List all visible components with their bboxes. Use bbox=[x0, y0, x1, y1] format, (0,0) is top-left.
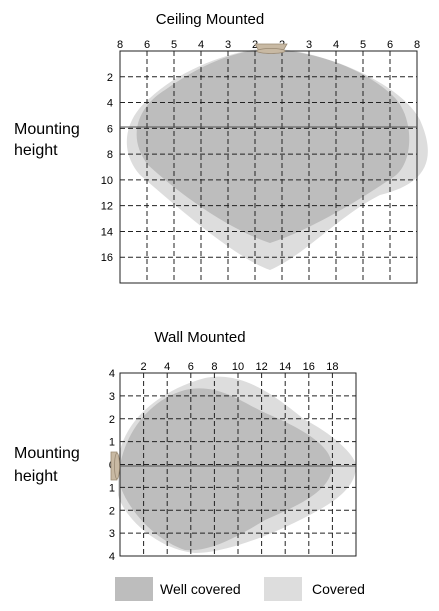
ceiling-sensor-icon bbox=[254, 43, 288, 54]
wall-top-tick-labels: 2 4 6 8 10 12 14 16 18 bbox=[141, 361, 339, 373]
left-tick-label: 4 bbox=[109, 368, 115, 380]
top-tick-label: 10 bbox=[232, 361, 244, 373]
legend-covered-swatch bbox=[264, 577, 302, 601]
top-tick-label: 8 bbox=[117, 39, 123, 51]
top-tick-label: 6 bbox=[387, 39, 393, 51]
ceiling-side-label-line2: height bbox=[14, 142, 58, 159]
left-tick-label: 12 bbox=[101, 201, 113, 213]
left-tick-label: 3 bbox=[109, 391, 115, 403]
top-tick-label: 5 bbox=[171, 39, 177, 51]
legend-well-covered-label: Well covered bbox=[160, 581, 241, 597]
left-tick-label: 2 bbox=[107, 72, 113, 84]
left-tick-label: 1 bbox=[109, 437, 115, 449]
wall-title: Wall Mounted bbox=[154, 329, 245, 346]
wall-panel: Wall Mounted Mounting height 2 4 6 8 10 12 14 1… bbox=[14, 329, 357, 563]
left-tick-label: 10 bbox=[101, 175, 113, 187]
top-tick-label: 6 bbox=[188, 361, 194, 373]
ceiling-side-label-line1: Mounting bbox=[14, 121, 80, 138]
left-tick-label: 4 bbox=[109, 551, 115, 563]
left-tick-label: 2 bbox=[109, 505, 115, 517]
left-tick-label: 1 bbox=[109, 482, 115, 494]
top-tick-label: 6 bbox=[144, 39, 150, 51]
wall-grid bbox=[120, 373, 356, 556]
left-tick-label: 14 bbox=[101, 226, 113, 238]
top-tick-label: 3 bbox=[306, 39, 312, 51]
legend-covered-label: Covered bbox=[312, 581, 365, 597]
wall-side-label-line2: height bbox=[14, 468, 58, 485]
wall-frame bbox=[119, 372, 357, 557]
left-tick-label: 4 bbox=[107, 98, 113, 110]
wall-well-covered-area bbox=[120, 388, 332, 551]
ceiling-left-tick-labels: 2 4 6 8 10 12 14 16 bbox=[101, 72, 113, 264]
left-tick-label: 8 bbox=[107, 149, 113, 161]
legend-well-covered-swatch bbox=[115, 577, 153, 601]
top-tick-label: 4 bbox=[333, 39, 339, 51]
wall-sensor-icon bbox=[110, 451, 120, 481]
top-tick-label: 14 bbox=[279, 361, 291, 373]
top-tick-label: 2 bbox=[252, 39, 258, 51]
left-tick-label: 3 bbox=[109, 528, 115, 540]
left-tick-label: 2 bbox=[109, 414, 115, 426]
top-tick-label: 8 bbox=[211, 361, 217, 373]
ceiling-grid bbox=[120, 51, 417, 283]
top-tick-label: 3 bbox=[225, 39, 231, 51]
top-tick-label: 18 bbox=[326, 361, 338, 373]
top-tick-label: 4 bbox=[164, 361, 170, 373]
top-tick-label: 5 bbox=[360, 39, 366, 51]
top-tick-label: 12 bbox=[255, 361, 267, 373]
wall-side-label-line1: Mounting bbox=[14, 445, 80, 462]
left-tick-label: 6 bbox=[107, 123, 113, 135]
top-tick-label: 8 bbox=[414, 39, 420, 51]
ceiling-title: Ceiling Mounted bbox=[156, 11, 264, 28]
left-tick-label: 16 bbox=[101, 252, 113, 264]
top-tick-label: 2 bbox=[141, 361, 147, 373]
ceiling-well-covered-area bbox=[136, 49, 410, 243]
legend: Well covered Covered bbox=[115, 577, 365, 601]
top-tick-label: 16 bbox=[303, 361, 315, 373]
top-tick-label: 4 bbox=[198, 39, 204, 51]
ceiling-panel: Ceiling Mounted Mounting height 8 6 5 4 3 2 2 3… bbox=[14, 11, 428, 284]
